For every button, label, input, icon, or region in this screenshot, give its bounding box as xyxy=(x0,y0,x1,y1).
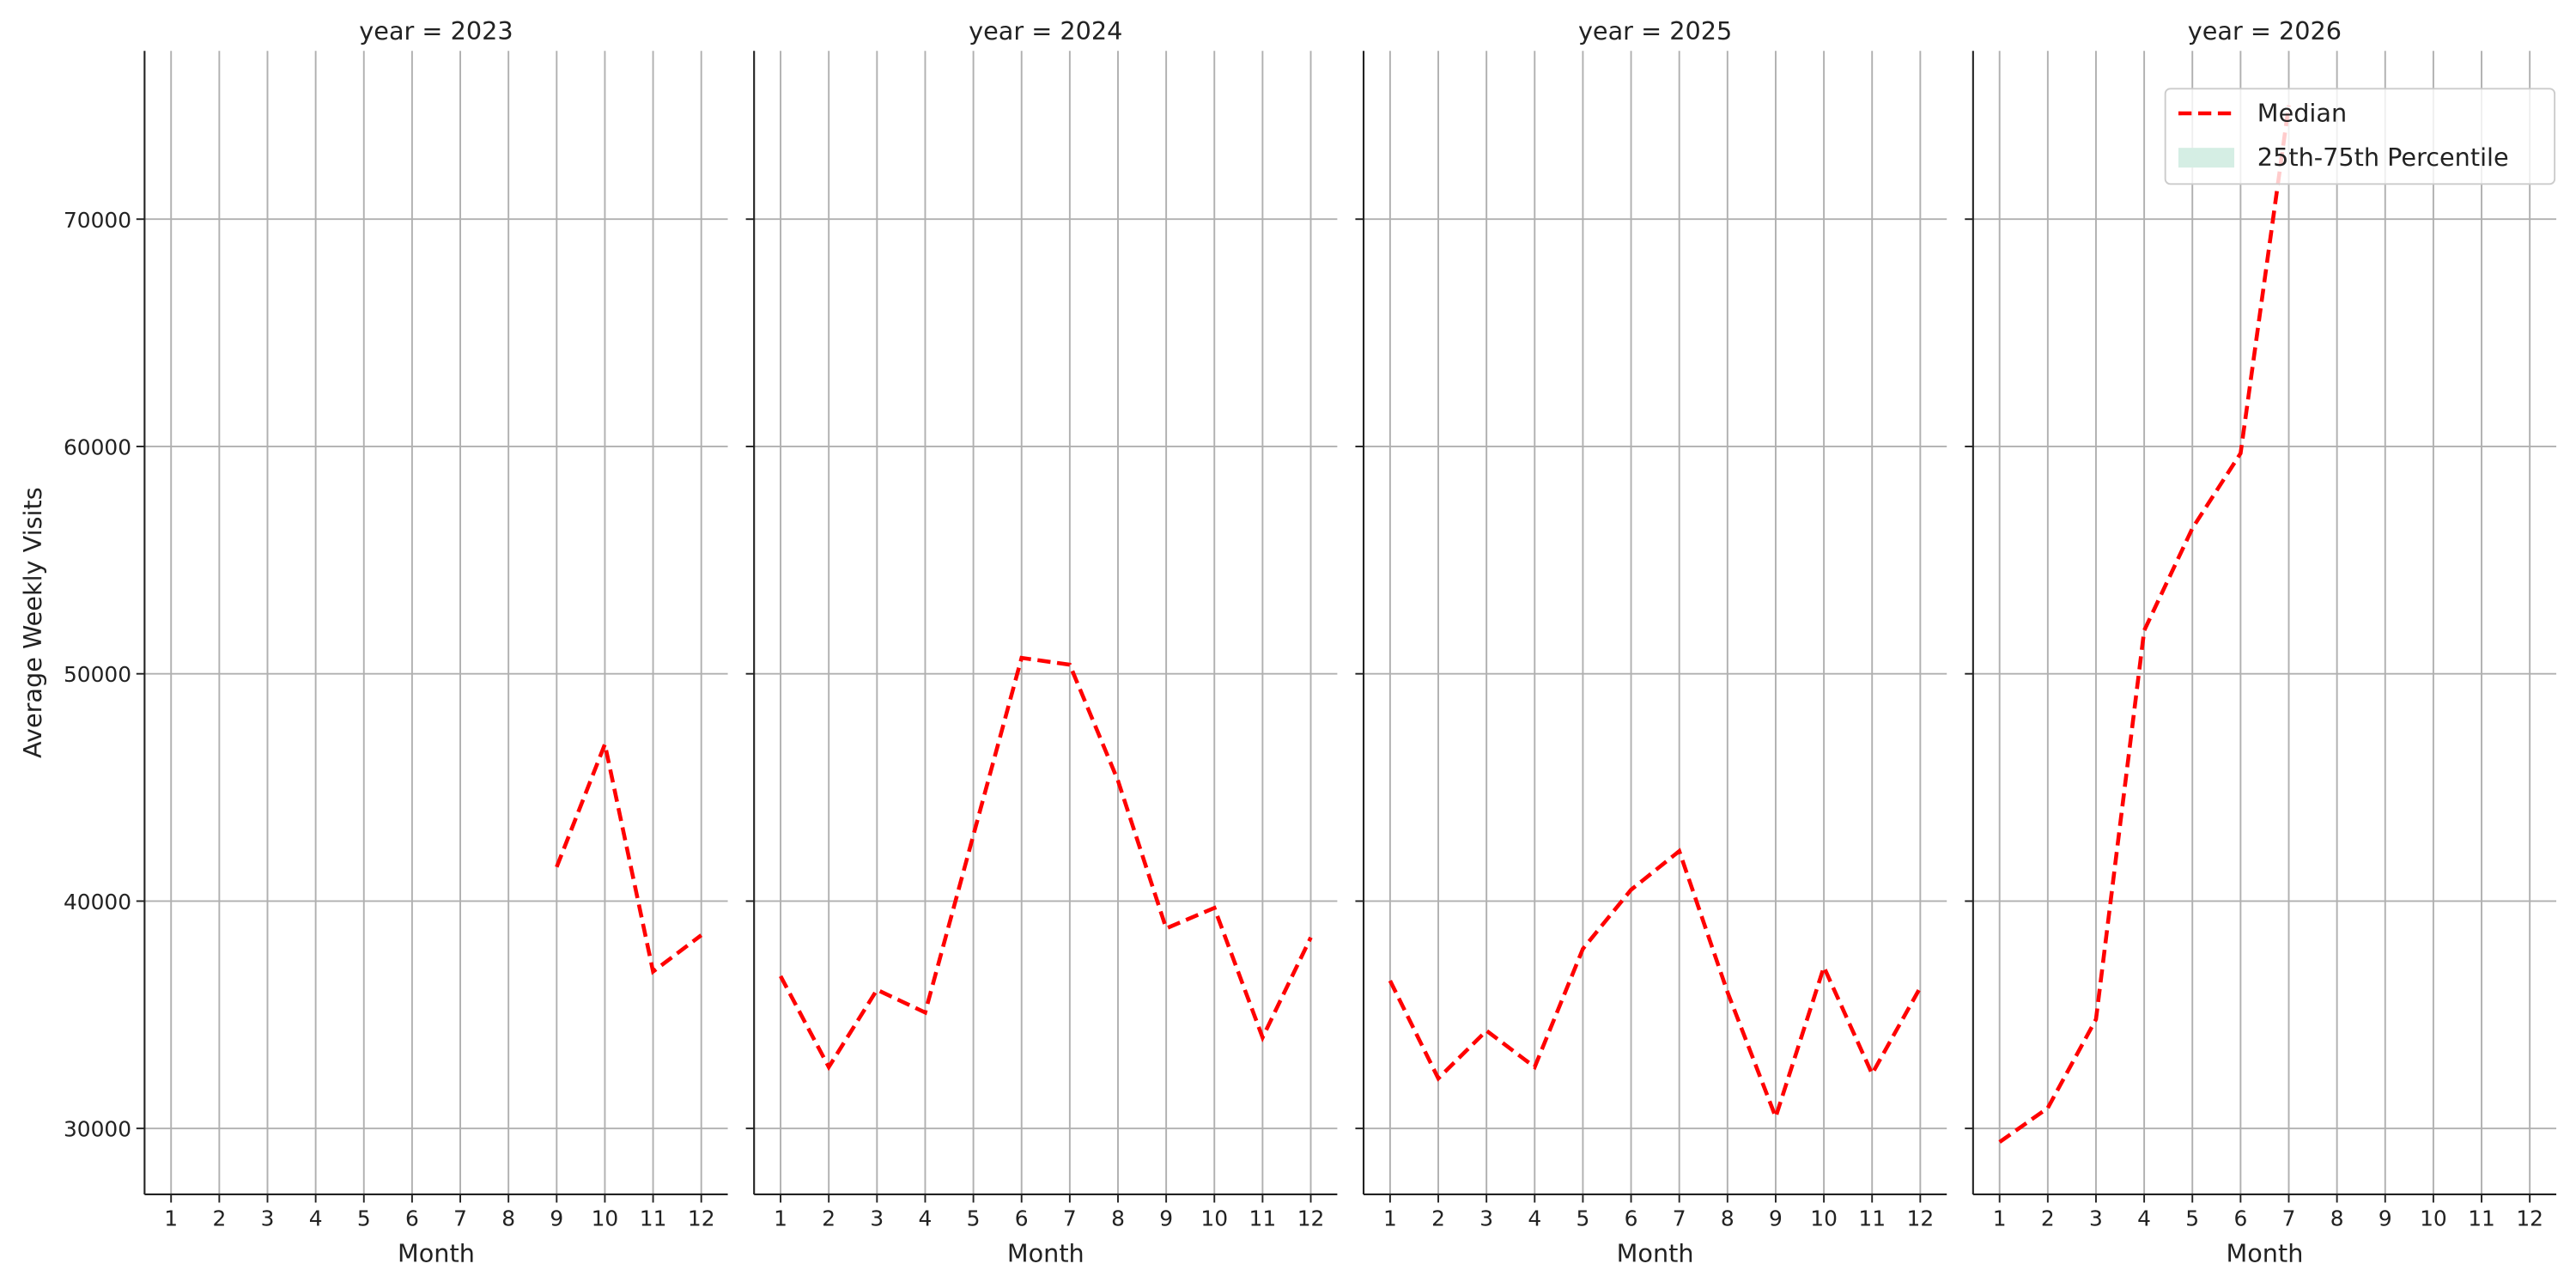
x-tick-label: 6 xyxy=(1625,1206,1638,1230)
legend-swatch xyxy=(2178,148,2235,168)
x-tick-label: 3 xyxy=(1479,1206,1493,1230)
x-tick-label: 5 xyxy=(357,1206,371,1230)
legend-box xyxy=(2164,88,2556,185)
panel-title: year = 2026 xyxy=(2188,16,2342,46)
x-tick-label: 6 xyxy=(2233,1206,2247,1230)
legend: Median 25th-75th Percentile xyxy=(2164,88,2556,185)
x-tick-label: 8 xyxy=(1721,1206,1735,1230)
x-tick-label: 4 xyxy=(2137,1206,2151,1230)
x-tick-label: 11 xyxy=(2468,1206,2495,1230)
median-line xyxy=(1388,848,1923,1123)
x-tick-label: 9 xyxy=(550,1206,563,1230)
x-tick-label: 10 xyxy=(592,1206,619,1230)
x-tick-label: 11 xyxy=(1858,1206,1886,1230)
x-tick-label: 2 xyxy=(822,1206,835,1230)
x-tick-label: 5 xyxy=(967,1206,981,1230)
y-tick-label: 70000 xyxy=(64,208,131,233)
x-tick-label: 8 xyxy=(1111,1206,1125,1230)
x-tick-label: 3 xyxy=(870,1206,884,1230)
x-tick-label: 7 xyxy=(1063,1206,1077,1230)
x-tick-label: 1 xyxy=(164,1206,178,1230)
x-tick-label: 2 xyxy=(212,1206,226,1230)
x-tick-label: 4 xyxy=(309,1206,323,1230)
x-tick-label: 1 xyxy=(1993,1206,2007,1230)
panel-title: year = 2024 xyxy=(969,16,1122,46)
x-tick-label: 11 xyxy=(1249,1206,1277,1230)
x-tick-label: 9 xyxy=(2379,1206,2392,1230)
x-tick-label: 2 xyxy=(1431,1206,1445,1230)
x-axis-title: Month xyxy=(398,1238,475,1267)
legend-label: Median xyxy=(2257,99,2347,128)
x-tick-label: 1 xyxy=(1383,1206,1397,1230)
legend-label: 25th-75th Percentile xyxy=(2257,143,2509,172)
x-tick-label: 5 xyxy=(1577,1206,1590,1230)
x-tick-label: 8 xyxy=(501,1206,515,1230)
panel-title: year = 2025 xyxy=(1578,16,1732,46)
y-tick-label: 30000 xyxy=(64,1117,131,1142)
x-tick-label: 6 xyxy=(405,1206,419,1230)
x-tick-label: 2 xyxy=(2041,1206,2055,1230)
x-tick-label: 12 xyxy=(1907,1206,1935,1230)
x-tick-label: 8 xyxy=(2330,1206,2344,1230)
x-tick-label: 4 xyxy=(919,1206,933,1230)
x-axis-title: Month xyxy=(2226,1238,2303,1267)
y-tick-label: 60000 xyxy=(64,435,131,460)
median-line xyxy=(1998,105,2291,1144)
x-tick-label: 10 xyxy=(2420,1206,2447,1230)
x-tick-label: 3 xyxy=(261,1206,275,1230)
x-axis-title: Month xyxy=(1007,1238,1084,1267)
x-tick-label: 3 xyxy=(2089,1206,2103,1230)
median-line xyxy=(779,655,1313,1072)
x-tick-label: 12 xyxy=(688,1206,715,1230)
x-tick-label: 5 xyxy=(2185,1206,2199,1230)
x-tick-label: 7 xyxy=(453,1206,467,1230)
x-tick-label: 9 xyxy=(1159,1206,1173,1230)
x-tick-label: 10 xyxy=(1200,1206,1228,1230)
x-tick-label: 6 xyxy=(1015,1206,1029,1230)
y-tick-label: 40000 xyxy=(64,890,131,914)
x-tick-label: 9 xyxy=(1769,1206,1783,1230)
x-tick-label: 7 xyxy=(1673,1206,1686,1230)
x-axis-title: Month xyxy=(1617,1238,1694,1267)
x-tick-label: 4 xyxy=(1528,1206,1541,1230)
x-tick-label: 1 xyxy=(774,1206,787,1230)
x-tick-label: 10 xyxy=(1810,1206,1838,1230)
y-tick-label: 50000 xyxy=(64,662,131,687)
x-tick-label: 12 xyxy=(2516,1206,2543,1230)
x-tick-label: 11 xyxy=(640,1206,667,1230)
y-axis-title: Average Weekly Visits xyxy=(18,487,47,758)
x-tick-label: 12 xyxy=(1297,1206,1325,1230)
median-line xyxy=(555,737,703,975)
x-tick-label: 7 xyxy=(2282,1206,2296,1230)
panel-title: year = 2023 xyxy=(359,16,513,46)
